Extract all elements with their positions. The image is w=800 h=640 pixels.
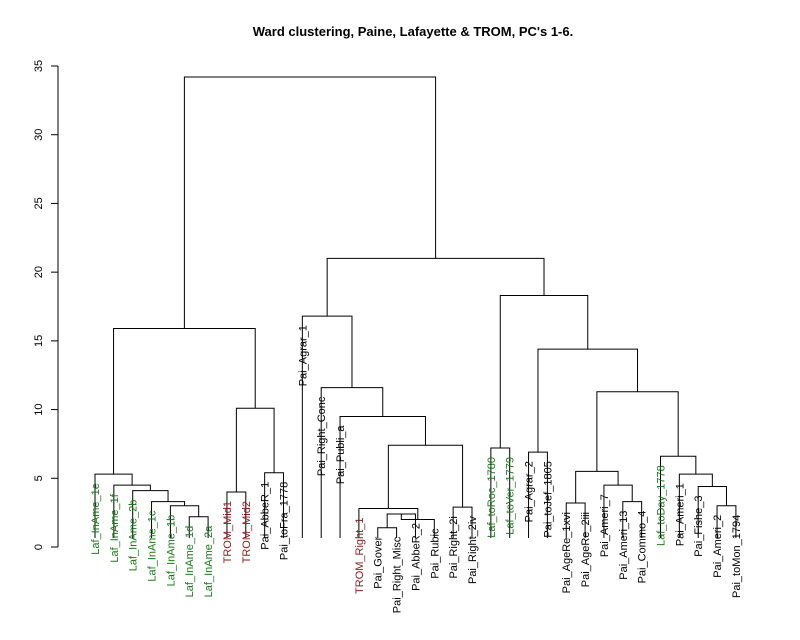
dendrogram-branch (235, 407, 275, 493)
chart-title: Ward clustering, Paine, Lafayette & TROM… (253, 24, 573, 39)
dendrogram-branch (575, 470, 619, 504)
leaf-label: Pai_Right_Misc (392, 536, 404, 613)
dendrogram-branch (151, 501, 186, 538)
leaf-label: Laf_toRoc_1780 (486, 457, 498, 538)
leaf-label: Pai_Ameri_2 (712, 515, 724, 578)
dendrogram-branch (387, 444, 464, 509)
leaf-label: Laf_InAme_2b (128, 500, 140, 572)
dendrogram-branch (565, 502, 586, 538)
dendrogram-branch (339, 415, 426, 538)
dendrogram-branch (537, 348, 639, 453)
leaf-label: Pai_toFra_1778 (279, 482, 291, 560)
leaf-label: Pai_Agrar_1 (297, 325, 309, 386)
y-tick-label: 25 (33, 197, 45, 209)
dendrogram-branch (358, 508, 419, 538)
leaf-label: Pai_Gover (373, 536, 385, 588)
leaf-label: Laf_InAme_1b (165, 515, 177, 587)
leaf-label: Pai_Ameri_13 (618, 511, 630, 580)
leaf-labels: Laf_InAme_1e Laf_InAme_1f Laf_InAme_2b Laf_… (90, 325, 743, 613)
y-tick-label: 30 (33, 129, 45, 141)
leaf-label: Pai_Right_2i (448, 516, 460, 578)
leaf-label: Pai_AgeRe_2iii (580, 512, 592, 587)
dendrogram-branch (326, 257, 545, 317)
leaf-label: Pai_Rubic (429, 528, 441, 579)
dendrogram-branch (452, 506, 473, 538)
dendrogram-branch (94, 473, 133, 538)
leaf-label: Pai_Ameri_7 (599, 494, 611, 557)
leaf-label: Pai_Right_2iv (467, 516, 479, 584)
leaf-label: Laf_InAme_1c (147, 510, 159, 581)
dendrogram-branch (386, 513, 416, 538)
y-tick-label: 15 (33, 335, 45, 347)
y-tick-label: 5 (33, 475, 45, 481)
leaf-label: Pai_Ameri_1 (674, 483, 686, 546)
leaf-label: Pai_AbbeR_2 (410, 523, 422, 591)
leaf-label: Pai_Right_Conc (316, 396, 328, 476)
dendrogram-branch (183, 76, 437, 329)
leaf-label: TROM_Mid1 (222, 501, 234, 563)
dendrogram-branch (499, 295, 589, 449)
leaf-label: Laf_InAme_1f (109, 493, 121, 562)
leaf-label: Pai_AbbeR_1 (260, 482, 272, 550)
leaf-label: Pai_AgeRe_1xvi (561, 512, 573, 593)
dendrogram-branch (596, 391, 679, 472)
leaf-label: Pai_toMon_1794 (731, 515, 743, 598)
dendrogram-branch (622, 501, 643, 538)
dendrogram-branch (377, 527, 398, 538)
dendrogram-branch (188, 516, 209, 538)
y-tick-label: 20 (33, 266, 45, 278)
leaf-label: Laf_InAme_1d (184, 526, 196, 598)
leaf-label: TROM_Mid2 (241, 501, 253, 563)
leaf-label: Laf_InAme_1e (90, 483, 102, 555)
leaf-label: Pai_toJef_1805 (542, 461, 554, 537)
dendrogram-branch (678, 473, 713, 538)
y-tick-label: 35 (33, 60, 45, 72)
leaf-label: Pai_Agrar_2 (524, 461, 536, 522)
leaf-label: Laf_toVer_1779 (505, 457, 517, 535)
leaf-label: Pai_Publi_a (335, 425, 347, 485)
leaf-label: Laf_toDay_1778 (656, 465, 668, 546)
y-tick-label: 10 (33, 403, 45, 415)
dendrogram-branch (113, 327, 256, 475)
y-tick-label: 0 (33, 544, 45, 550)
dendrogram-branches (94, 76, 737, 538)
y-axis: 0 5 10 15 20 25 30 35 (33, 60, 59, 550)
dendrogram-branch (320, 387, 384, 538)
leaf-label: TROM_Right_1 (354, 518, 366, 594)
dendrogram-branch (264, 472, 284, 538)
leaf-label: Pai_Fishe_3 (693, 496, 705, 557)
leaf-label: Laf_InAme_2a (203, 525, 215, 597)
leaf-label: Pai_Commo_4 (637, 511, 649, 584)
dendrogram-branch (226, 491, 247, 538)
